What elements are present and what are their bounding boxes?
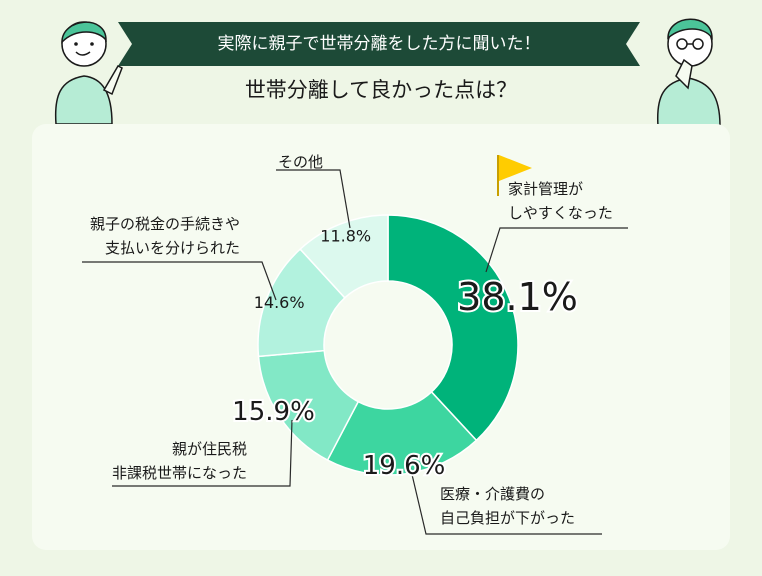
value-label-other: 11.8% <box>320 227 371 246</box>
chart-question: 世帯分離して良かった点は？ <box>244 78 518 102</box>
value-label-household-management: 38.1% <box>457 275 578 319</box>
value-label-tax-exempt: 15.9% <box>232 397 315 427</box>
slice-label-other: その他 <box>278 153 324 171</box>
chart-card <box>32 124 730 550</box>
header-banner: 実際に親子で世帯分離をした方に聞いた！ <box>118 22 640 66</box>
banner-text: 実際に親子で世帯分離をした方に聞いた！ <box>217 34 541 54</box>
leader-line-medical-care-cost <box>409 465 602 535</box>
slice-label-tax-exempt: 親が住民税 非課税世帯になった <box>112 440 248 482</box>
leader-line-household-management <box>485 227 628 273</box>
slice-household-management <box>387 214 519 442</box>
value-label-tax-procedures: 14.6% <box>254 293 305 312</box>
slice-label-medical-care-cost: 医療・介護費の 自己負担が下がった <box>440 485 576 527</box>
leader-line-tax-exempt <box>112 419 293 487</box>
slice-label-household-management: 家計管理が しやすくなった <box>508 180 613 222</box>
banner-ribbon-shape <box>118 22 640 66</box>
man-thinking-illustration <box>656 18 721 126</box>
slice-label-tax-procedures: 親子の税金の手続きや 支払いを分けられた <box>90 215 241 257</box>
slice-other <box>299 214 389 299</box>
value-label-medical-care-cost: 19.6% <box>363 451 446 481</box>
leader-line-tax-procedures <box>82 261 277 301</box>
slice-medical-care-cost <box>326 390 478 476</box>
woman-pointing-illustration <box>54 21 123 124</box>
flag-icon <box>497 155 532 196</box>
leader-line-other <box>276 169 351 229</box>
